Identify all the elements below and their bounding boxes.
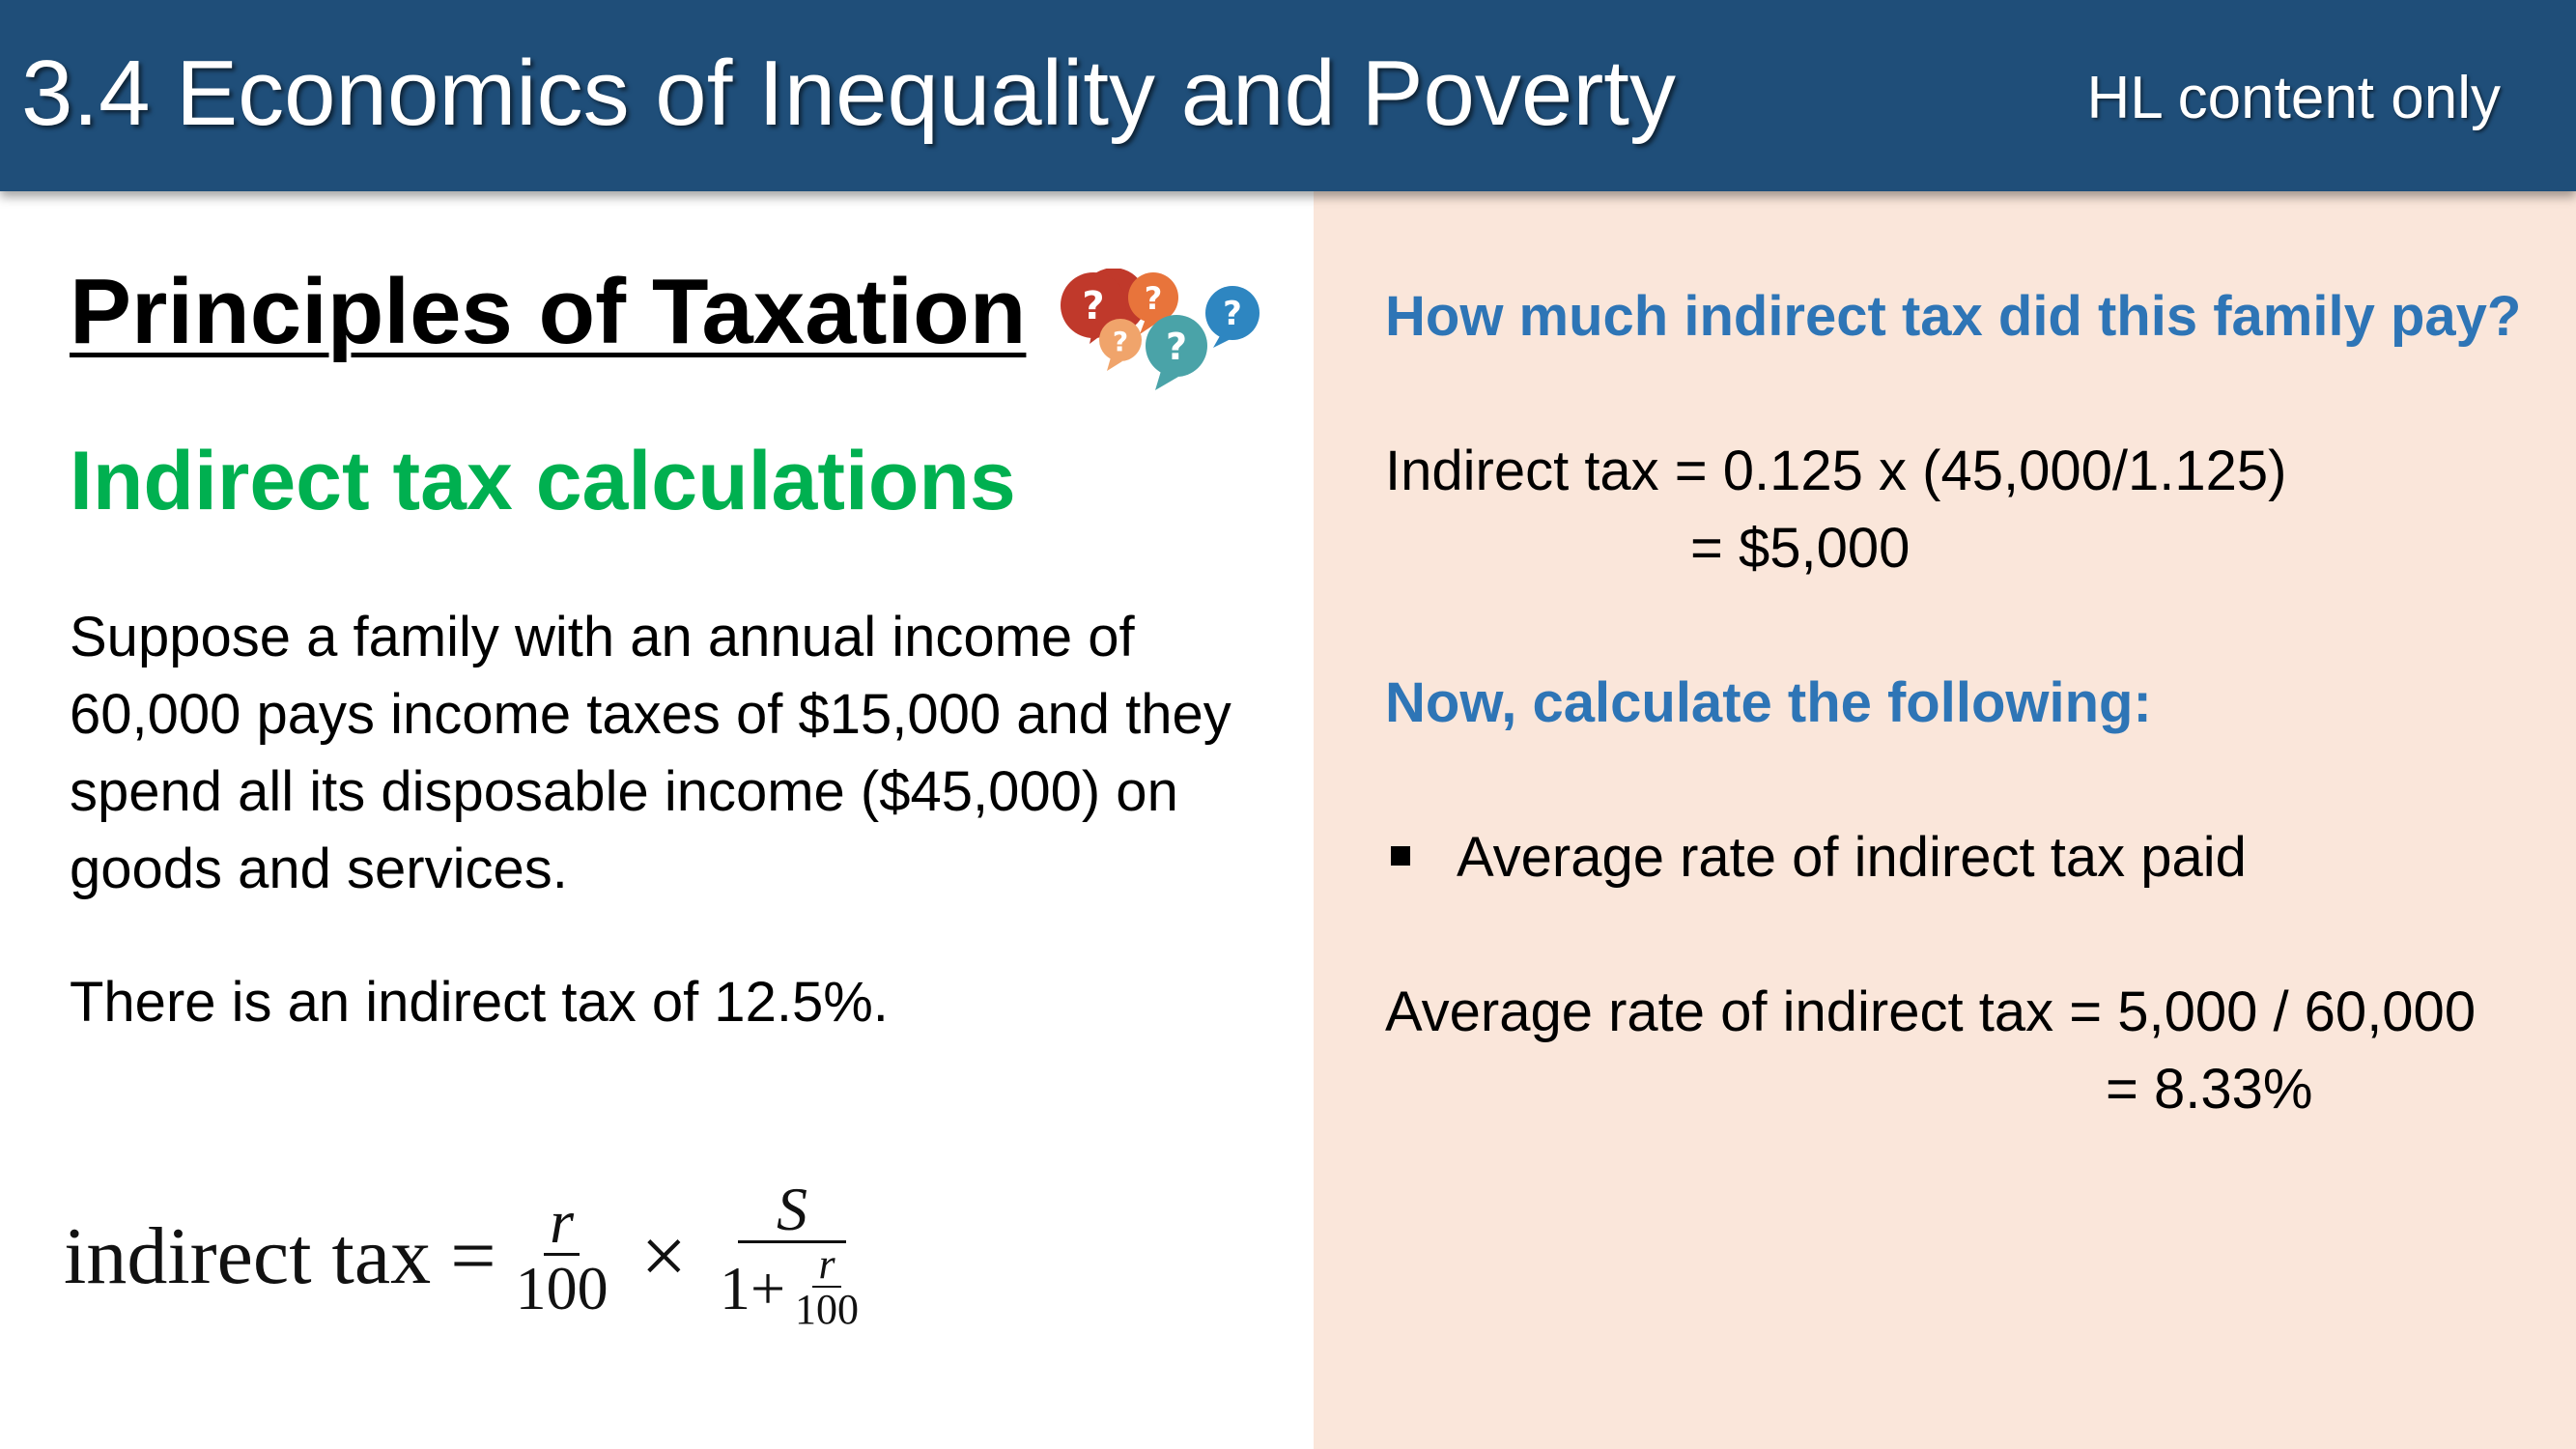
indirect-tax-formula: indirect tax = r 100 × S 1+ r 100 bbox=[64, 1159, 876, 1352]
question-bubbles-icon: ? ? ? ? ? bbox=[1061, 269, 1260, 390]
hl-content-badge: HL content only bbox=[2086, 65, 2501, 131]
svg-text:?: ? bbox=[1082, 284, 1104, 328]
scenario-paragraph: Suppose a family with an annual income o… bbox=[70, 606, 1231, 900]
formula-one-plus: 1+ bbox=[719, 1253, 786, 1322]
formula-rate-numerator: r bbox=[544, 1190, 580, 1256]
formula-spending-fraction: S 1+ r 100 bbox=[714, 1179, 870, 1332]
svg-text:?: ? bbox=[1113, 326, 1128, 357]
formula-times: × bbox=[640, 1210, 687, 1301]
task-heading: Now, calculate the following: bbox=[1385, 671, 2152, 734]
bullet-item: Average rate of indirect tax paid bbox=[1457, 826, 2247, 889]
answer-line-2: = $5,000 bbox=[1690, 517, 1911, 580]
slide-header: 3.4 Economics of Inequality and Poverty … bbox=[0, 0, 2576, 191]
left-panel bbox=[0, 191, 1314, 1449]
tax-rate-paragraph: There is an indirect tax of 12.5%. bbox=[70, 971, 889, 1034]
result-line-1: Average rate of indirect tax = 5,000 / 6… bbox=[1385, 980, 2477, 1043]
svg-text:?: ? bbox=[1223, 295, 1242, 333]
formula-spending-denominator: 1+ r 100 bbox=[714, 1243, 870, 1332]
formula-rate-denominator: 100 bbox=[515, 1253, 609, 1322]
subtitle: Indirect tax calculations bbox=[70, 435, 1016, 527]
formula-spending-numerator: S bbox=[737, 1179, 846, 1244]
question-heading: How much indirect tax did this family pa… bbox=[1385, 285, 2522, 348]
svg-text:?: ? bbox=[1145, 280, 1163, 317]
bullet-square-icon bbox=[1391, 846, 1410, 866]
formula-lhs: indirect tax bbox=[64, 1210, 432, 1301]
right-panel bbox=[1314, 191, 2576, 1449]
formula-inner-fraction: r 100 bbox=[789, 1243, 864, 1332]
formula-equals: = bbox=[450, 1210, 496, 1301]
formula-inner-denominator: 100 bbox=[795, 1286, 860, 1334]
section-title: Principles of Taxation bbox=[70, 260, 1027, 363]
slide-title: 3.4 Economics of Inequality and Poverty bbox=[21, 42, 1676, 145]
result-line-2: = 8.33% bbox=[2106, 1058, 2313, 1121]
svg-text:?: ? bbox=[1166, 326, 1187, 368]
formula-inner-numerator: r bbox=[812, 1243, 841, 1289]
answer-line-1: Indirect tax = 0.125 x (45,000/1.125) bbox=[1385, 440, 2287, 502]
formula-rate-fraction: r 100 bbox=[510, 1190, 614, 1322]
